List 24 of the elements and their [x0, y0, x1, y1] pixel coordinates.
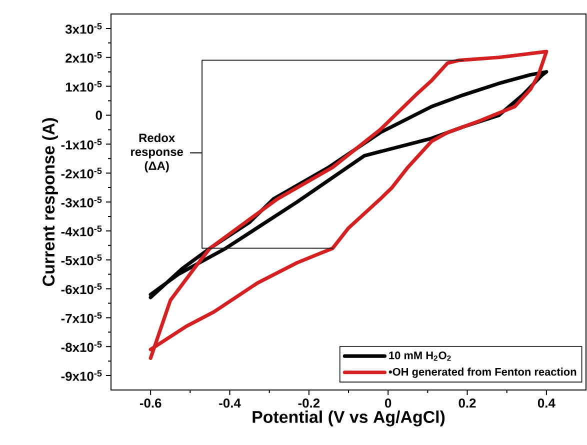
x-tick-label: 0: [385, 398, 392, 408]
y-tick-label: 1x10$^{-5}$: [66, 80, 102, 92]
y-tick-label: -8x10$^{-5}$: [61, 341, 102, 352]
y-tick-label: -3x10$^{-5}$: [61, 196, 102, 208]
y-tick-label: -5x10$^{-5}$: [61, 254, 102, 266]
y-tick-label: -4x10$^{-5}$: [61, 226, 102, 236]
x-tick-label: -0.4: [219, 398, 241, 408]
x-tick-label: -0.2: [298, 398, 320, 408]
y-tick-label: 3x10$^{-5}$: [65, 23, 102, 34]
y-tick-label: 0: [96, 110, 102, 120]
x-tick-label: 0.4: [538, 398, 556, 408]
x-axis-title: Potential (V vs Ag/AgCl): [252, 410, 445, 426]
legend-label: •OH generated from Fenton reaction: [388, 368, 576, 378]
y-tick-label: -1x10$^{-5}$: [61, 138, 102, 150]
y-tick-label: 2x10$^{-5}$: [66, 52, 102, 63]
y-tick-label: -6x10$^{-5}$: [61, 283, 102, 294]
x-tick-label: -0.6: [140, 398, 162, 408]
y-axis-title: Current response (A): [42, 118, 58, 286]
x-tick-label: 0.2: [458, 398, 476, 408]
legend-label: 10 mM H$_{2}$O$_{2}$: [389, 352, 451, 361]
y-tick-label: -2x10$^{-5}$: [61, 168, 102, 178]
annotation: Redox response (ΔA): [131, 133, 184, 172]
y-tick-label: -7x10$^{-5}$: [61, 312, 102, 324]
y-tick-label: -9x10$^{-5}$: [61, 370, 102, 381]
